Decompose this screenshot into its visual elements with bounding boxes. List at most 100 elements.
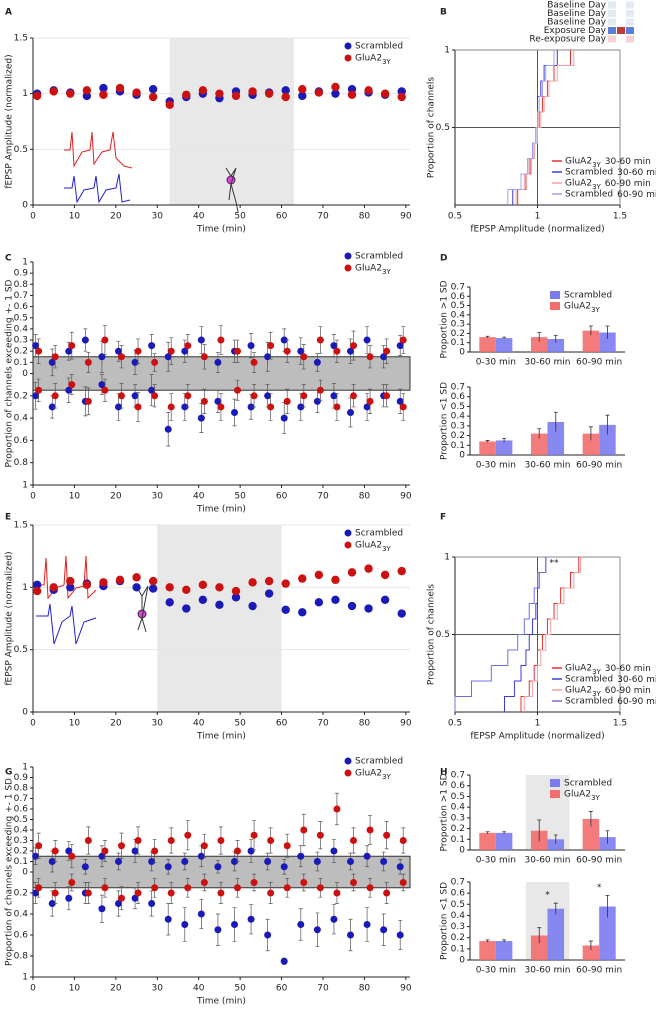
data-point (84, 889, 92, 897)
y-tick-label: 0.4 (14, 826, 29, 836)
x-tick-label: 10 (69, 719, 81, 729)
x-tick-label: 20 (110, 492, 122, 502)
data-point (66, 583, 75, 592)
data-point (165, 100, 174, 110)
data-point (313, 397, 321, 405)
x-tick-label: 70 (317, 492, 329, 502)
data-point (347, 931, 354, 939)
error-bar (553, 834, 558, 844)
label-part: 3Y (592, 161, 601, 169)
panel-letter: C (5, 254, 12, 264)
data-point (181, 921, 189, 928)
label-part: 60-90 min (617, 697, 656, 707)
bar (530, 433, 548, 455)
data-point (200, 842, 208, 850)
panel-letter: E (5, 513, 11, 523)
data-point (198, 580, 208, 590)
data-point (283, 884, 291, 892)
data-point (99, 83, 108, 93)
data-point (231, 409, 238, 417)
error-bar (553, 334, 558, 343)
data-point (280, 957, 288, 965)
cdf-line (507, 50, 555, 205)
data-point (231, 593, 241, 602)
error-bar (502, 831, 507, 834)
data-point (331, 89, 340, 98)
data-point (350, 879, 357, 886)
data-point (347, 858, 354, 865)
data-point (281, 92, 290, 102)
data-point (167, 837, 175, 844)
data-point (115, 347, 122, 355)
label-part: 3Y (592, 668, 601, 676)
data-point (234, 847, 241, 855)
x-axis-title: Time (min) (196, 225, 246, 235)
y-tick-label: 0.2 (14, 889, 28, 899)
data-point (148, 584, 158, 593)
x-tick-label: 40 (193, 984, 205, 994)
y-axis-title: Proportion of channels (427, 77, 437, 178)
error-bar (502, 438, 507, 443)
x-tick-label: 40 (193, 212, 205, 222)
data-point (380, 926, 388, 934)
x-tick-label: 0.5 (448, 719, 462, 729)
data-point (215, 583, 224, 592)
x-tick-label: 90 (400, 212, 412, 222)
data-point (396, 342, 404, 350)
data-point (298, 85, 307, 94)
data-point (151, 847, 159, 855)
data-point (197, 336, 205, 344)
y-tick-label: 0.2 (451, 933, 465, 943)
panel-letter: H (440, 768, 448, 778)
day-box (608, 1, 616, 9)
x-axis-title: fEPSP Amplitude (normalized) (470, 225, 604, 235)
data-point (200, 397, 208, 405)
data-point (217, 837, 225, 844)
legend-label: GluA23Y 60-90 min (565, 686, 651, 699)
data-point (380, 570, 390, 580)
data-point (366, 353, 374, 361)
data-point (35, 842, 43, 850)
data-point (396, 863, 404, 871)
x-tick-label: 80 (359, 212, 371, 222)
data-point (267, 342, 275, 350)
data-point (101, 847, 109, 855)
data-point (314, 598, 324, 607)
y-tick-label: 0 (22, 708, 28, 718)
y-tick-label: 0 (22, 369, 28, 379)
shaded-period (157, 525, 282, 712)
legend-marker (344, 54, 352, 62)
day-box (626, 27, 634, 34)
data-point (148, 342, 156, 350)
data-point (68, 879, 76, 886)
data-point (32, 586, 42, 596)
x-tick-label: 30-60 min (525, 966, 571, 976)
data-point (300, 879, 308, 886)
data-point (283, 397, 291, 405)
y-tick-label: 0.8 (14, 952, 29, 962)
label-part: 3Y (591, 306, 600, 314)
data-point (197, 852, 205, 860)
data-point (98, 905, 106, 913)
legend-swatch (550, 302, 560, 310)
data-point (181, 403, 189, 411)
day-box (608, 18, 616, 26)
day-box (617, 10, 625, 17)
data-point (148, 85, 158, 94)
error-bar (588, 811, 593, 827)
x-tick-label: 30 (152, 719, 164, 729)
day-box (608, 27, 616, 34)
label-part: 3Y (382, 773, 391, 781)
y-tick-label: 0.8 (14, 458, 29, 468)
data-point (167, 403, 175, 411)
data-point (247, 915, 255, 923)
data-point (264, 589, 274, 598)
y-tick-label: 0.1 (451, 835, 465, 845)
y-tick-label: 1 (444, 553, 450, 563)
data-point (198, 86, 208, 95)
data-point (118, 894, 125, 902)
data-point (267, 889, 275, 897)
data-point (363, 852, 371, 860)
legend-marker (344, 42, 352, 50)
